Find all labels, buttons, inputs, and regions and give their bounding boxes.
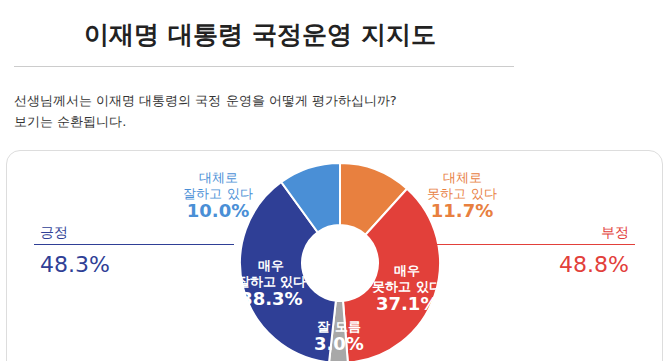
html-text:긍정: 긍정 [40, 224, 68, 240]
svg-text:대체로잘하고 있다10.0%: 대체로잘하고 있다10.0% [183, 170, 252, 221]
svg-text:매우못하고 있다37.1%: 매우못하고 있다37.1% [372, 263, 442, 314]
svg-text:잘 모름3.0%: 잘 모름3.0% [314, 319, 364, 354]
svg-text:대체로못하고 있다11.7%: 대체로못하고 있다11.7% [427, 170, 496, 221]
html-text:부정: 부정 [601, 224, 629, 240]
svg-text:매우잘하고 있다38.3%: 매우잘하고 있다38.3% [237, 258, 307, 309]
html-text:이재명 대통령 국정운영 지지도: 이재명 대통령 국정운영 지지도 [84, 20, 436, 49]
html-text:48.8%: 48.8% [559, 252, 629, 277]
html-text:선생님께서는 이재명 대통령의 국정 운영을 어떻게 평가하: 선생님께서는 이재명 대통령의 국정 운영을 어떻게 평가하십니까? [14, 93, 397, 108]
html-text:보기는 순환됩니다.: 보기는 순환됩니다. [14, 114, 127, 129]
html-text:48.3%: 48.3% [40, 252, 110, 277]
